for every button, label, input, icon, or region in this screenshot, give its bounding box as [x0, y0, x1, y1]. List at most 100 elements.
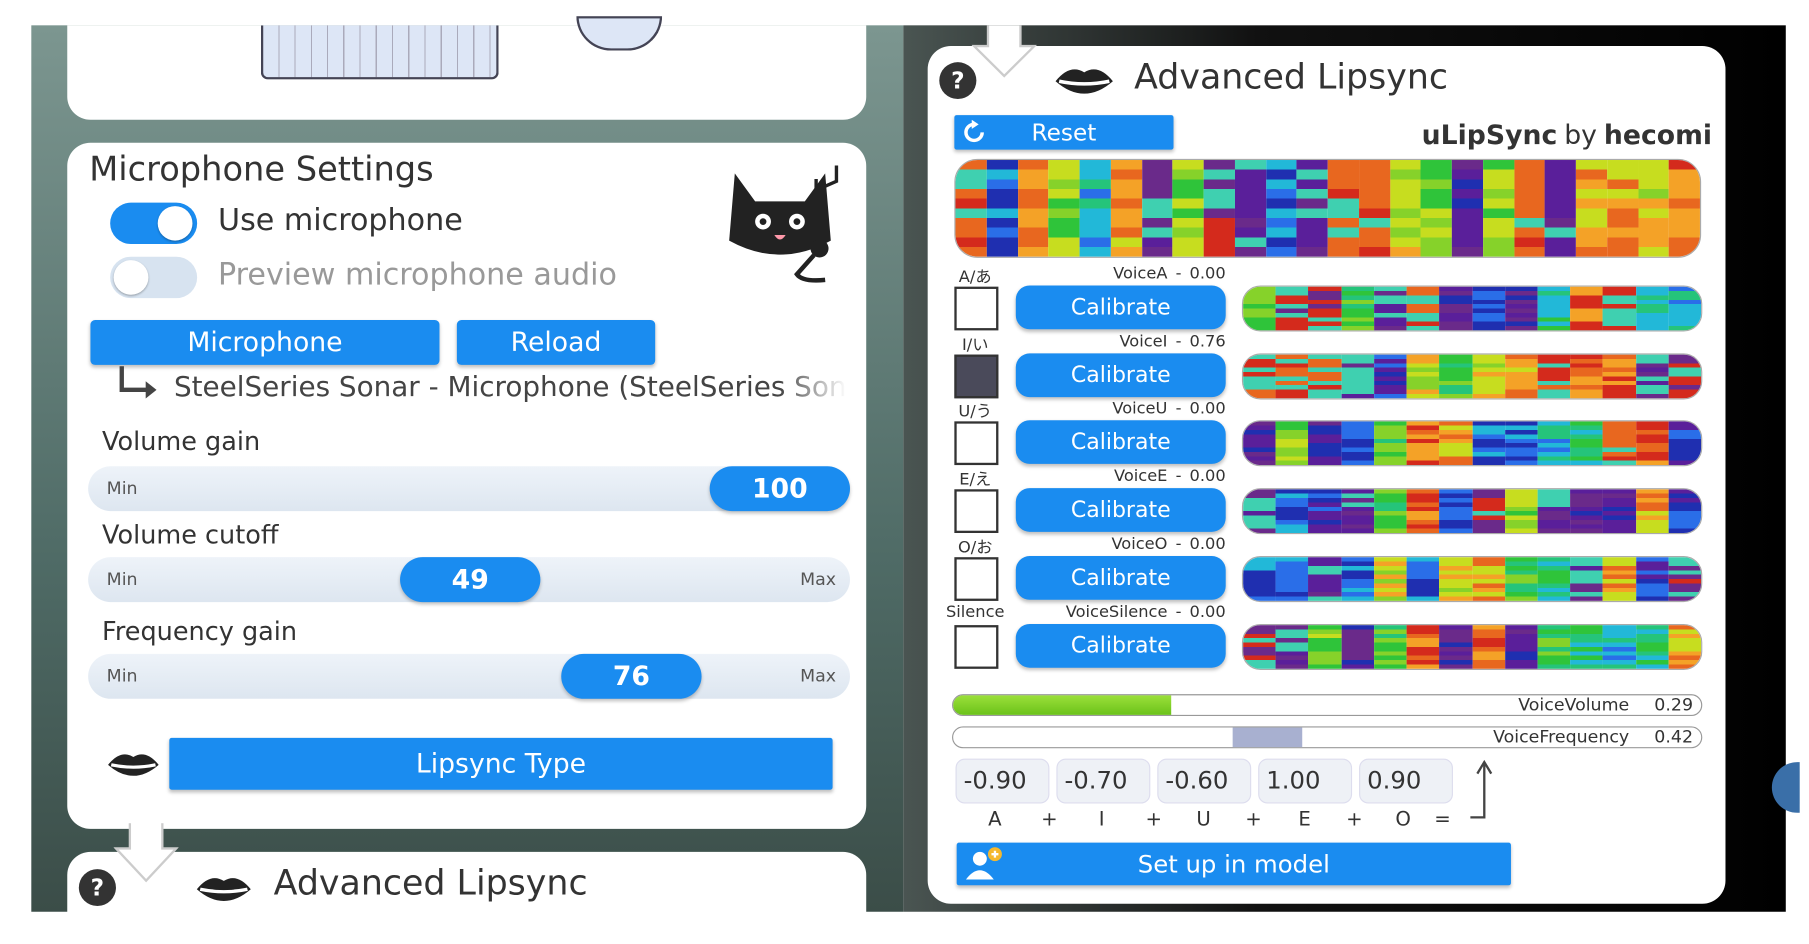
phoneme-box — [954, 421, 999, 466]
weight-field[interactable]: 1.00 — [1258, 758, 1353, 804]
spectrogram — [1241, 623, 1703, 670]
calibrate-button[interactable]: Calibrate — [1015, 555, 1226, 600]
spectrogram — [1241, 555, 1703, 602]
phoneme-separator: - — [1175, 264, 1182, 284]
calibrate-button[interactable]: Calibrate — [1015, 353, 1226, 397]
spectrogram-column — [1537, 354, 1571, 398]
action-button[interactable]: Microphone — [90, 320, 440, 365]
weight-field[interactable]: 0.90 — [1359, 758, 1453, 804]
person-icon-svg — [965, 847, 1002, 880]
card-title: Advanced Lipsync — [273, 863, 588, 904]
spectrogram-column — [1420, 160, 1452, 257]
spectrogram-column — [986, 160, 1018, 257]
meter-track — [952, 726, 1703, 749]
slider-knob[interactable]: 100 — [709, 466, 850, 512]
calibrate-button[interactable]: Calibrate — [1015, 420, 1226, 465]
phoneme-label: U/う — [958, 403, 993, 422]
device-arrow — [116, 366, 162, 401]
spectrogram-column — [1537, 489, 1571, 534]
spectrogram-column — [1203, 160, 1235, 257]
spectrogram-column — [1275, 421, 1309, 466]
spectrogram-column — [1668, 421, 1702, 466]
phoneme-box — [954, 556, 999, 601]
spectrogram-column — [1668, 354, 1702, 398]
cat-icon-svg — [729, 165, 839, 283]
spectrogram-column — [1504, 556, 1538, 601]
spectrogram-column — [1668, 160, 1700, 257]
setup-label: Set up in model — [1137, 850, 1330, 878]
phoneme-separator: - — [1175, 332, 1182, 351]
spectrogram-column — [1635, 354, 1669, 398]
phoneme-name: VoiceO — [1111, 535, 1168, 554]
spectrogram-column — [1570, 354, 1604, 398]
spectrogram-column — [1308, 489, 1342, 534]
spectrogram-column — [1243, 286, 1276, 331]
spectrogram-column — [1439, 489, 1473, 534]
spectrogram — [1241, 420, 1703, 467]
keypad-icon — [260, 25, 499, 80]
spectrogram-column — [1406, 354, 1440, 398]
lipsync-type-button[interactable]: Lipsync Type — [169, 737, 833, 790]
spectrogram-column — [1537, 556, 1571, 601]
spectrogram-column — [1275, 489, 1309, 534]
slider-min: Min — [106, 665, 138, 687]
spectrogram-column — [1308, 624, 1342, 669]
toggle-knob — [157, 206, 193, 241]
weight-field[interactable]: -0.70 — [1056, 758, 1151, 804]
spectrogram-column — [1472, 624, 1505, 669]
setup-button[interactable]: Set up in model — [956, 842, 1511, 886]
spectrogram-column — [1341, 556, 1374, 601]
spectrogram-column — [1439, 556, 1473, 601]
spectrogram-column — [1327, 160, 1359, 257]
action-button[interactable]: Reload — [456, 320, 656, 365]
spectrogram-column — [1275, 624, 1309, 669]
slider-knob[interactable]: 76 — [561, 653, 702, 699]
weight-field[interactable]: -0.90 — [955, 758, 1050, 804]
spectrogram-column — [1373, 286, 1407, 331]
spectrogram-column — [1017, 160, 1049, 257]
spectrogram-column — [1603, 624, 1636, 669]
phoneme-info: VoiceSilence -0.00 — [1020, 602, 1226, 622]
spectrogram-column — [1668, 286, 1702, 331]
help-button[interactable]: ? — [939, 62, 977, 100]
spectrogram-column — [1389, 160, 1421, 257]
calibrate-button[interactable]: Calibrate — [1015, 623, 1226, 668]
slider-max: Max — [800, 568, 837, 590]
phoneme-label: E/え — [959, 470, 992, 490]
phoneme-box — [954, 489, 999, 534]
phoneme-info: VoiceE -0.00 — [1020, 467, 1226, 485]
brand-name: uLipSync — [1421, 120, 1558, 151]
calibrate-button[interactable]: Calibrate — [1015, 285, 1226, 330]
brand-by: by — [1564, 120, 1597, 151]
spectrogram-column — [1373, 421, 1407, 466]
meter-fill — [953, 695, 1171, 715]
reset-button[interactable]: Reset — [954, 115, 1174, 150]
spectrogram-column — [1406, 489, 1440, 534]
lips-icon-svg — [1055, 69, 1113, 94]
slider-max: Max — [800, 665, 837, 687]
slider-knob[interactable]: 49 — [400, 557, 541, 603]
spectrogram-column — [1603, 489, 1636, 534]
weight-field[interactable]: -0.60 — [1157, 758, 1252, 804]
spectrogram-column — [1172, 160, 1204, 257]
spectrogram-column — [1668, 556, 1702, 601]
spectrogram-column — [1308, 556, 1342, 601]
toggle-switch[interactable] — [110, 202, 198, 245]
toggle-switch[interactable] — [110, 256, 198, 299]
help-button[interactable]: ? — [78, 869, 116, 906]
lips-icon — [104, 746, 162, 781]
spectrogram-column — [1570, 286, 1604, 331]
phoneme-separator: - — [1175, 602, 1182, 622]
formula-token: + — [1245, 808, 1262, 832]
spectrogram-column — [1635, 489, 1669, 534]
spectrogram-column — [1048, 160, 1080, 257]
formula-token: O — [1395, 808, 1411, 832]
spectrogram-column — [1341, 624, 1374, 669]
spectrogram-column — [1439, 354, 1473, 398]
spectrogram-column — [1079, 160, 1111, 257]
phoneme-label: A/あ — [958, 268, 992, 287]
spectrogram-column — [1635, 421, 1669, 466]
calibrate-button[interactable]: Calibrate — [1015, 488, 1226, 532]
spectrogram-column — [1668, 489, 1702, 534]
